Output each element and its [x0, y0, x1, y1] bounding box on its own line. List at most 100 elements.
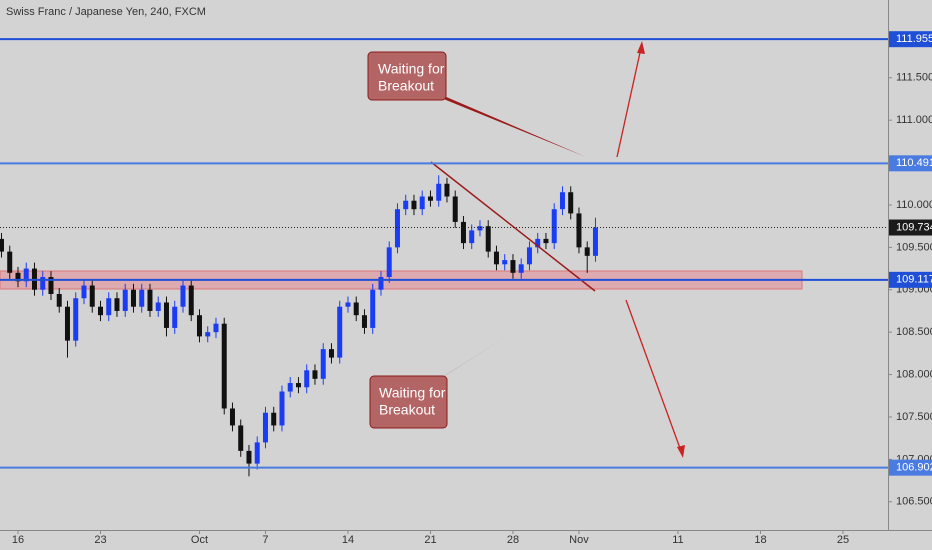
callout-pointer — [430, 90, 586, 157]
arrow-down-head — [677, 445, 685, 458]
candle-body — [279, 391, 285, 426]
level-label: 110.491 — [896, 157, 932, 169]
candle-body — [419, 196, 425, 210]
arrow-up-head — [637, 41, 645, 54]
candle-body — [436, 183, 442, 201]
chart-title: Swiss Franc / Japanese Yen, 240, FXCM — [6, 6, 206, 18]
callout-text: Waiting for — [378, 61, 445, 77]
candle-body — [271, 412, 277, 426]
candle-body — [89, 285, 95, 307]
candle-body — [485, 226, 491, 252]
candle-body — [163, 302, 169, 328]
y-tick-label: 111.500 — [896, 72, 932, 84]
candle-body — [81, 285, 87, 299]
candle-body — [229, 408, 235, 426]
y-tick-label: 107.500 — [896, 411, 932, 423]
x-tick-label: 21 — [424, 534, 436, 546]
x-tick-label: Oct — [191, 534, 208, 546]
last-price-box — [889, 219, 932, 236]
x-tick-label: 18 — [754, 534, 766, 546]
candle-body — [73, 298, 79, 341]
trend-line — [430, 161, 596, 292]
candle-body — [196, 315, 202, 337]
y-tick-label: 106.500 — [896, 496, 932, 508]
candle-body — [320, 349, 326, 379]
plot — [0, 175, 598, 477]
callout: Waiting for Breakout — [367, 51, 586, 157]
candle-body — [378, 277, 384, 290]
candle-body — [444, 183, 450, 197]
candle-body — [576, 213, 582, 248]
y-tick-label: 108.000 — [896, 368, 932, 380]
candle-body — [221, 323, 227, 409]
candle-body — [238, 425, 244, 451]
candle-body — [568, 192, 574, 214]
candle-body — [452, 196, 458, 222]
candle-body — [469, 230, 475, 244]
candle-body — [122, 289, 128, 311]
candle-body — [535, 238, 541, 248]
x-tick-label: 14 — [342, 534, 354, 546]
callout-text: Breakout — [378, 78, 434, 94]
arrow-down-shaft — [625, 299, 682, 452]
candle-body — [155, 302, 161, 311]
candle-body — [172, 306, 178, 328]
candle-body — [147, 289, 153, 311]
candle-body — [403, 200, 409, 210]
candle-body — [106, 298, 112, 316]
level-label-box — [889, 155, 932, 172]
last-price-label: 109.734 — [896, 221, 932, 233]
candle-body — [15, 272, 21, 282]
candle-body — [543, 238, 549, 244]
candle-body — [56, 294, 62, 307]
candle-body — [328, 349, 334, 358]
candle-body — [64, 306, 70, 341]
candle-body — [188, 285, 194, 316]
candle-body — [0, 238, 4, 252]
level-label: 111.955 — [896, 33, 932, 45]
level-label-box — [889, 271, 932, 288]
y-tick-label: 108.500 — [896, 326, 932, 338]
callout-box — [369, 375, 448, 429]
level-label-box — [889, 459, 932, 476]
candle-body — [295, 383, 301, 388]
candle-body — [353, 302, 359, 316]
y-tick-label: 111.000 — [896, 114, 932, 126]
candle-body — [114, 298, 120, 311]
candle-body — [592, 227, 598, 256]
candle-body — [7, 251, 13, 273]
callout-text: Breakout — [379, 402, 435, 418]
candle-body — [180, 285, 186, 307]
candle-body — [130, 289, 136, 307]
x-tick-label: 28 — [507, 534, 519, 546]
callout-text: Waiting for — [379, 385, 446, 401]
candle-body — [427, 196, 433, 201]
arrow-up-shaft — [616, 47, 642, 158]
callout-pointer — [430, 290, 580, 385]
candle-body — [287, 383, 293, 392]
x-tick-label: 11 — [672, 534, 683, 546]
candle-body — [205, 332, 211, 337]
candle-body — [386, 247, 392, 278]
candle-body — [510, 260, 516, 273]
y-tick-label: 109.500 — [896, 241, 932, 253]
candle-body — [262, 412, 268, 443]
x-tick-label: Nov — [569, 534, 589, 546]
candle-body — [502, 260, 508, 265]
candle-body — [213, 323, 219, 333]
level-label-box — [889, 31, 932, 48]
candle-body — [23, 268, 29, 282]
candle-body — [304, 370, 310, 388]
candle-body — [48, 277, 54, 295]
candle-body — [394, 209, 400, 248]
candle-body — [40, 277, 46, 290]
candle-body — [411, 200, 417, 210]
candle-body — [361, 315, 367, 328]
x-tick-label: 25 — [837, 534, 849, 546]
candle-body — [370, 289, 376, 328]
candle-body — [460, 221, 466, 244]
candle-body — [246, 450, 252, 464]
candle-body — [254, 442, 260, 464]
